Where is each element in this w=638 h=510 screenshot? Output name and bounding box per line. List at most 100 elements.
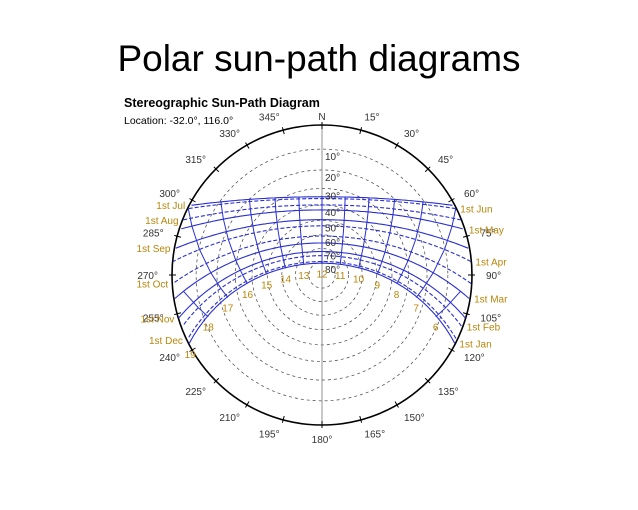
hour-line-9: [376, 198, 396, 275]
azimuth-tick-300: [189, 198, 196, 203]
hour-label-15: 15: [261, 280, 273, 291]
sun-path-1st-apr: [173, 225, 471, 262]
slide-title: Polar sun-path diagrams: [117, 38, 521, 79]
azimuth-tick-165: [359, 415, 363, 423]
diagram-labels: 15° 30° 45° 60° 75° 90° 105° 120° 135° 150° 165° 18…: [137, 112, 509, 446]
altitude-ring-70: [295, 248, 349, 302]
azimuth-label-195: 195°: [259, 429, 280, 440]
hour-label-6: 6: [433, 323, 439, 334]
azimuth-label-210: 210°: [219, 413, 240, 424]
hour-lines: [183, 196, 461, 318]
azimuth-tick-75: [462, 234, 470, 238]
altitude-label-60: 60°: [325, 238, 340, 249]
azimuth-label-165: 165°: [364, 429, 385, 440]
north-label: N: [318, 112, 325, 123]
azimuth-label-315: 315°: [185, 155, 206, 166]
azimuth-tick-315: [213, 166, 220, 173]
azimuth-label-330: 330°: [219, 129, 240, 140]
hour-label-18: 18: [203, 323, 215, 334]
altitude-grid: [169, 122, 475, 428]
date-label-1st-sep: 1st Sep: [137, 244, 171, 255]
hour-label-12: 12: [316, 270, 328, 281]
date-label-1st-apr: 1st Apr: [475, 257, 507, 268]
sun-path-svg: Stereographic Sun-Path Diagram Location:…: [124, 96, 509, 446]
altitude-label-20: 20°: [325, 173, 340, 184]
azimuth-tick-135: [424, 377, 431, 384]
azimuth-tick-105: [462, 312, 470, 316]
azimuth-label-30: 30°: [404, 129, 419, 140]
azimuth-label-285: 285°: [143, 229, 164, 240]
altitude-label-80: 80°: [325, 265, 340, 276]
date-label-1st-jan: 1st Jan: [459, 340, 491, 351]
date-label-1st-nov: 1st Nov: [140, 314, 174, 325]
altitude-label-50: 50°: [325, 223, 340, 234]
hour-label-19: 19: [185, 350, 197, 361]
altitude-ring-30: [235, 188, 409, 362]
azimuth-label-120: 120°: [464, 353, 485, 364]
azimuth-label-270: 270°: [137, 271, 158, 282]
date-label-1st-jun: 1st Jun: [460, 204, 492, 215]
hour-label-9: 9: [375, 280, 381, 291]
hour-label-8: 8: [394, 290, 400, 301]
azimuth-tick-120: [448, 347, 455, 352]
date-label-1st-may: 1st May: [469, 225, 504, 236]
hour-line-11: [339, 196, 346, 265]
date-label-1st-aug: 1st Aug: [145, 216, 178, 227]
date-label-1st-mar: 1st Mar: [474, 295, 508, 306]
azimuth-label-15: 15°: [364, 113, 379, 124]
sun-path-1st-dec: [187, 260, 457, 339]
hour-label-14: 14: [280, 274, 292, 285]
altitude-ring-60: [281, 234, 363, 316]
azimuth-label-225: 225°: [185, 387, 206, 398]
azimuth-tick-195: [281, 415, 285, 423]
hour-label-11: 11: [335, 271, 346, 282]
azimuth-label-255: 255°: [143, 313, 164, 324]
azimuth-label-240: 240°: [159, 353, 180, 364]
altitude-label-10: 10°: [325, 152, 340, 163]
location-label: Location: -32.0°, 116.0°: [124, 115, 233, 127]
azimuth-tick-210: [245, 401, 250, 408]
azimuth-label-300: 300°: [159, 189, 180, 200]
hour-line-14: [274, 197, 286, 269]
azimuth-label-75: 75°: [480, 229, 495, 240]
hour-line-18: [183, 290, 209, 318]
azimuth-tick-225: [213, 377, 220, 384]
hour-line-7: [415, 208, 457, 298]
azimuth-label-60: 60°: [464, 189, 479, 200]
hour-line-17: [187, 208, 229, 298]
hour-label-13: 13: [298, 271, 310, 282]
azimuth-tick-330: [245, 142, 250, 149]
azimuth-label-90: 90°: [486, 271, 501, 282]
azimuth-tick-150: [394, 401, 399, 408]
hour-line-15: [248, 198, 268, 275]
azimuth-label-45: 45°: [438, 155, 453, 166]
azimuth-tick-240: [189, 347, 196, 352]
hour-label-16: 16: [242, 290, 254, 301]
altitude-label-40: 40°: [325, 208, 340, 219]
hour-line-13: [298, 196, 305, 265]
azimuth-label-345: 345°: [259, 113, 280, 124]
diagram-title: Stereographic Sun-Path Diagram: [124, 96, 320, 110]
azimuth-tick-255: [174, 312, 182, 316]
date-label-1st-jul: 1st Jul: [156, 201, 185, 212]
hour-label-7: 7: [413, 303, 419, 314]
date-label-1st-oct: 1st Oct: [137, 280, 169, 291]
hour-label-10: 10: [353, 274, 365, 285]
azimuth-label-135: 135°: [438, 387, 459, 398]
hour-line-6: [435, 290, 461, 318]
azimuth-tick-30: [394, 142, 399, 149]
azimuth-tick-345: [281, 127, 285, 135]
altitude-label-70: 70°: [325, 252, 340, 263]
azimuth-tick-285: [174, 234, 182, 238]
hour-line-16: [220, 201, 248, 285]
hour-line-8: [396, 201, 424, 285]
azimuth-tick-45: [424, 166, 431, 173]
altitude-label-30: 30°: [325, 191, 340, 202]
azimuth-label-150: 150°: [404, 413, 425, 424]
azimuth-label-180: 180°: [312, 435, 333, 446]
date-label-1st-dec: 1st Dec: [149, 336, 183, 347]
hour-line-10: [358, 197, 370, 269]
azimuth-tick-60: [448, 198, 455, 203]
hour-label-17: 17: [222, 303, 234, 314]
sun-path-diagram: Stereographic Sun-Path Diagram Location:…: [122, 93, 517, 483]
